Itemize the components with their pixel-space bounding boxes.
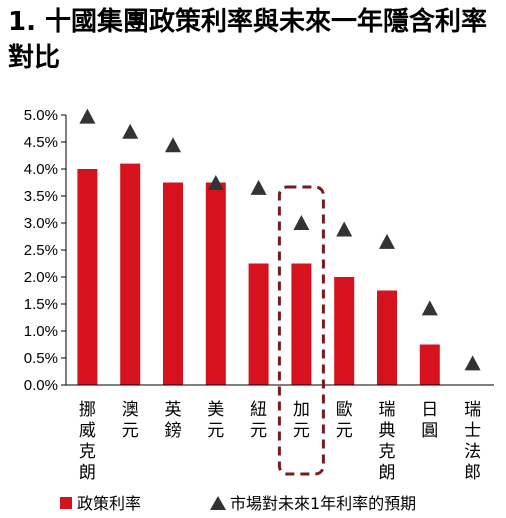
y-tick-label: 2.5% <box>24 242 58 259</box>
bar-2 <box>120 163 141 385</box>
legend-label-marker: 市場對未來1年利率的預期 <box>230 494 416 513</box>
marker-5 <box>250 179 267 195</box>
y-tick-label: 5.0% <box>24 107 58 124</box>
x-category-label: 澳元 <box>122 400 139 441</box>
marker-2 <box>122 123 139 139</box>
bar-6 <box>291 263 312 385</box>
markers-group <box>79 108 481 371</box>
highlight-box <box>277 185 325 476</box>
y-axis: 0.0% 0.5% 1.0% 1.5% 2.0% 2.5% 3.0% 3.5% 4.0% 4.5%… <box>24 107 67 394</box>
marker-3 <box>165 137 181 153</box>
legend-swatch-bar <box>60 497 72 509</box>
bar-9 <box>419 344 440 385</box>
bar-7 <box>334 277 355 385</box>
chart-title: 1. 十國集團政策利率與未來一年隱含利率對比 <box>8 7 488 73</box>
legend-swatch-marker <box>210 496 226 510</box>
highlight-group <box>277 185 325 476</box>
x-category-label: 挪威克朗 <box>79 400 96 483</box>
bars-group <box>77 163 440 385</box>
marker-4 <box>207 175 224 191</box>
y-tick-label: 3.0% <box>24 215 58 232</box>
bar-5 <box>248 263 269 385</box>
legend: 政策利率 市場對未來1年利率的預期 <box>60 494 416 513</box>
y-tick-label: 1.0% <box>24 323 58 340</box>
y-tick-label: 0.0% <box>24 377 58 394</box>
bar-4 <box>205 182 226 385</box>
marker-7 <box>336 221 353 237</box>
y-tick-label: 2.0% <box>24 269 58 286</box>
y-tick-label: 3.5% <box>24 188 58 205</box>
x-category-label: 日圓 <box>421 400 438 441</box>
x-category-label: 紐元 <box>250 400 267 441</box>
x-category-label: 美元 <box>207 400 224 441</box>
x-category-label: 瑞士法郎 <box>464 400 481 483</box>
bar-1 <box>77 169 98 385</box>
y-tick-label: 4.5% <box>24 134 58 151</box>
y-tick-label: 4.0% <box>24 161 58 178</box>
marker-1 <box>79 108 96 124</box>
x-category-label: 英鎊 <box>165 400 182 441</box>
marker-10 <box>464 355 481 371</box>
x-category-label: 歐元 <box>336 400 353 441</box>
marker-6 <box>293 215 310 230</box>
y-tick-label: 0.5% <box>24 350 58 367</box>
y-tick-label: 1.5% <box>24 296 58 313</box>
marker-9 <box>421 300 438 316</box>
legend-label-bar: 政策利率 <box>77 494 141 513</box>
x-category-label: 瑞典克朗 <box>379 400 396 483</box>
x-category-label: 加元 <box>293 400 310 441</box>
bar-3 <box>163 182 183 385</box>
bar-8 <box>377 290 397 385</box>
marker-8 <box>379 233 395 249</box>
